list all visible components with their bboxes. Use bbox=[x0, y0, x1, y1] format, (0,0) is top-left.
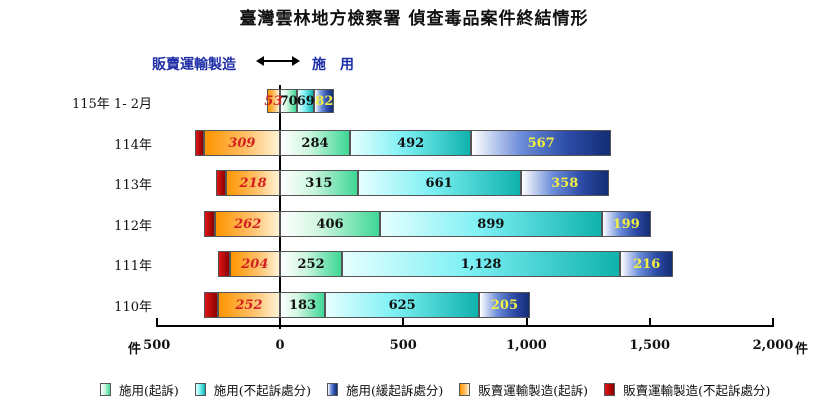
bar-segment-use-indicted: 252 bbox=[280, 251, 343, 277]
bar-segment-traffic-not-indicted bbox=[203, 292, 218, 318]
legend-swatch bbox=[604, 383, 616, 396]
x-axis-tick-label: 2,000 bbox=[752, 338, 794, 353]
bar-value-label: 315 bbox=[305, 175, 333, 191]
bar-segment-traffic-indicted: 262 bbox=[215, 211, 280, 237]
legend: 施用(起訴) 施用(不起訴處分) 施用(緩起訴處分) 販賣運輸製造(起訴) 販賣運輸製造… bbox=[100, 380, 828, 399]
bar-segment-use-indicted: 406 bbox=[280, 211, 381, 237]
bar-segment-use-deferred: 82 bbox=[314, 89, 335, 113]
x-axis-unit-right: 件 bbox=[795, 342, 809, 357]
x-axis-tick-label: 0 bbox=[275, 338, 285, 353]
legend-swatch bbox=[459, 383, 471, 396]
bar-segment-traffic-indicted: 309 bbox=[203, 130, 280, 156]
bar-value-label: 661 bbox=[425, 175, 453, 191]
legend-item-use-indicted: 施用(起訴) bbox=[100, 380, 179, 399]
x-axis-unit-left: 件 bbox=[128, 342, 142, 357]
legend-swatch bbox=[327, 383, 339, 396]
bar-value-label: 262 bbox=[234, 216, 262, 232]
bar-segment-use-not-indicted: 492 bbox=[350, 130, 472, 156]
bar-value-label: 284 bbox=[301, 135, 329, 151]
bar-value-label: 567 bbox=[527, 135, 555, 151]
bar-segment-traffic-not-indicted bbox=[216, 170, 227, 196]
bar-segment-use-deferred: 567 bbox=[471, 130, 612, 156]
bar-value-label: 406 bbox=[316, 216, 344, 232]
legend-label: 施用(緩起訴處分) bbox=[346, 383, 444, 398]
bar-value-label: 183 bbox=[288, 297, 317, 313]
x-axis-tick bbox=[279, 318, 281, 327]
category-label: 115年 1- 2月 bbox=[71, 97, 152, 112]
bar-value-label: 216 bbox=[633, 256, 661, 272]
x-axis-tick-label: 500 bbox=[143, 338, 171, 353]
bar-value-label: 205 bbox=[490, 297, 518, 313]
legend-item-use-deferred: 施用(緩起訴處分) bbox=[327, 380, 443, 399]
legend-label: 施用(不起訴處分) bbox=[213, 383, 312, 398]
x-axis-tick bbox=[155, 318, 158, 327]
direction-right-label: 施 用 bbox=[312, 57, 354, 73]
legend-item-use-not-indicted: 施用(不起訴處分) bbox=[194, 380, 312, 399]
bar-segment-traffic-indicted: 53 bbox=[264, 89, 283, 113]
legend-item-traffic-not-indicted: 販賣運輸製造(不起訴處分) bbox=[604, 380, 770, 399]
bar-segment-traffic-indicted: 218 bbox=[226, 170, 280, 196]
legend-label: 販賣運輸製造(起訴) bbox=[478, 383, 589, 398]
x-axis-tick bbox=[525, 318, 528, 327]
legend-swatch bbox=[194, 383, 206, 396]
bar-segment-use-not-indicted: 1,128 bbox=[342, 251, 621, 277]
legend-item-traffic-indicted: 販賣運輸製造(起訴) bbox=[459, 380, 588, 399]
bar-value-label: 252 bbox=[235, 297, 263, 313]
category-label: 114年 bbox=[114, 138, 152, 153]
category-label: 112年 bbox=[114, 219, 152, 234]
bar-value-label: 218 bbox=[239, 175, 267, 191]
bar-segment-use-not-indicted: 625 bbox=[325, 292, 480, 318]
bar-segment-use-indicted: 183 bbox=[280, 292, 326, 318]
bar-segment-use-not-indicted: 69 bbox=[296, 89, 315, 113]
bar-segment-use-not-indicted: 661 bbox=[357, 170, 521, 196]
x-axis-tick bbox=[772, 318, 774, 327]
x-axis-tick-label: 1,000 bbox=[506, 338, 547, 353]
bar-value-label: 309 bbox=[228, 135, 256, 151]
bar-segment-use-not-indicted: 899 bbox=[380, 211, 602, 237]
chart-title: 臺灣雲林地方檢察署 偵查毒品案件終結情形 bbox=[239, 9, 589, 29]
bar-segment-use-deferred: 216 bbox=[620, 251, 674, 277]
bar-value-label: 492 bbox=[397, 135, 425, 151]
bar-segment-traffic-not-indicted bbox=[194, 130, 204, 156]
bar-value-label: 82 bbox=[315, 93, 334, 109]
bar-segment-traffic-indicted: 204 bbox=[229, 251, 280, 277]
x-axis-tick-label: 1,500 bbox=[629, 338, 671, 353]
bar-value-label: 1,128 bbox=[460, 256, 502, 272]
bar-value-label: 358 bbox=[551, 175, 579, 191]
x-axis bbox=[157, 325, 774, 327]
legend-label: 販賣運輸製造(不起訴處分) bbox=[623, 383, 771, 398]
legend-label: 施用(起訴) bbox=[119, 383, 179, 398]
x-axis-tick-label: 500 bbox=[389, 338, 417, 353]
bar-value-label: 899 bbox=[477, 216, 505, 232]
double-arrow-icon bbox=[256, 55, 300, 71]
category-label: 110年 bbox=[114, 300, 152, 315]
legend-swatch bbox=[100, 383, 111, 396]
category-label: 113年 bbox=[114, 178, 152, 193]
bar-segment-use-indicted: 70 bbox=[279, 89, 298, 113]
bar-value-label: 199 bbox=[612, 216, 640, 232]
bar-value-label: 204 bbox=[241, 256, 269, 272]
bar-segment-use-deferred: 205 bbox=[479, 292, 530, 318]
bar-value-label: 53 bbox=[264, 93, 283, 109]
zero-line bbox=[279, 85, 281, 329]
bar-segment-traffic-indicted: 252 bbox=[217, 292, 280, 318]
bar-segment-traffic-not-indicted bbox=[217, 251, 230, 277]
bar-segment-use-indicted: 284 bbox=[280, 130, 350, 156]
bar-segment-traffic-not-indicted bbox=[204, 211, 216, 237]
bar-value-label: 625 bbox=[388, 297, 416, 313]
x-axis-tick bbox=[402, 318, 405, 327]
bar-segment-use-deferred: 199 bbox=[601, 211, 651, 237]
category-label: 111年 bbox=[114, 259, 152, 274]
direction-left-label: 販賣運輸製造 bbox=[152, 57, 236, 73]
bar-value-label: 252 bbox=[297, 256, 325, 272]
bar-value-label: 69 bbox=[296, 93, 315, 109]
bar-segment-use-indicted: 315 bbox=[280, 170, 358, 196]
x-axis-tick bbox=[648, 318, 651, 327]
bar-segment-use-deferred: 358 bbox=[520, 170, 609, 196]
bar-value-label: 70 bbox=[279, 93, 298, 109]
